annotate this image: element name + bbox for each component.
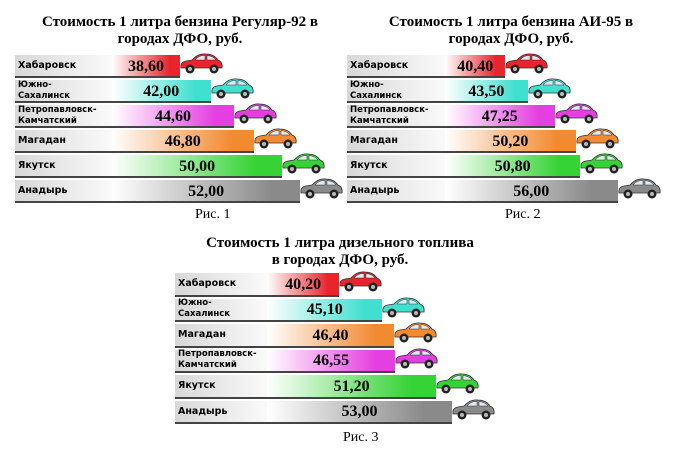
bar [112, 105, 234, 128]
category-label: Петропавловск- Камчатский [175, 349, 267, 373]
car-icon [526, 76, 572, 105]
car-icon [209, 76, 255, 105]
chart-title: Стоимость 1 литра бензина Регуляр-92 в г… [41, 14, 319, 47]
value-label: 56,00 [513, 182, 550, 200]
chart-title: Стоимость 1 литра дизельного топлива в г… [206, 235, 474, 268]
value-label: 50,00 [179, 157, 216, 175]
caption: Рис. 2 [505, 207, 541, 222]
car-icon [392, 320, 438, 349]
bar [445, 55, 506, 78]
car-icon [232, 101, 278, 130]
value-label: 52,00 [188, 182, 225, 200]
category-label: Хабаровск [15, 55, 112, 78]
chart-title: Стоимость 1 литра бензина АИ-95 в города… [388, 14, 634, 47]
car-icon [280, 151, 326, 180]
car-icon [298, 176, 344, 205]
caption: Рис. 1 [195, 207, 231, 222]
category-label: Анадырь [175, 400, 267, 424]
category-label: Анадырь [15, 180, 112, 203]
category-label: Хабаровск [175, 273, 267, 297]
car-icon [380, 295, 426, 324]
bar [112, 155, 283, 178]
value-label: 43,50 [468, 82, 505, 100]
car-icon [553, 101, 599, 130]
bar [112, 180, 301, 203]
category-label: Южно- Сахалинск [175, 298, 267, 322]
bar [445, 155, 581, 178]
car-icon [393, 346, 439, 375]
bar [445, 105, 555, 128]
category-label: Хабаровск [347, 55, 445, 78]
car-icon [252, 126, 298, 155]
car-icon [178, 51, 224, 80]
category-label: Якутск [175, 375, 267, 399]
car-icon [574, 126, 620, 155]
value-label: 40,40 [457, 57, 494, 75]
bar [445, 80, 528, 103]
category-label: Магадан [347, 130, 445, 153]
car-icon [503, 51, 549, 80]
caption: Рис. 3 [343, 430, 379, 445]
bar [112, 80, 211, 103]
bar [267, 375, 437, 399]
bar [112, 130, 254, 153]
category-label: Южно- Сахалинск [347, 80, 445, 103]
bar [445, 130, 576, 153]
category-label: Петропавловск- Камчатский [15, 105, 112, 128]
value-label: 40,20 [285, 275, 322, 293]
value-label: 42,00 [143, 82, 180, 100]
value-label: 47,25 [481, 107, 518, 125]
value-label: 50,20 [492, 132, 529, 150]
category-label: Петропавловск- Камчатский [347, 105, 445, 128]
value-label: 46,80 [164, 132, 201, 150]
car-icon [616, 176, 662, 205]
car-icon [578, 151, 624, 180]
category-label: Магадан [175, 324, 267, 348]
bar [267, 349, 396, 373]
value-label: 46,55 [313, 352, 350, 370]
category-label: Магадан [15, 130, 112, 153]
bar [267, 298, 383, 322]
value-label: 44,60 [154, 107, 191, 125]
value-label: 45,10 [306, 301, 343, 319]
bar [112, 55, 181, 78]
value-label: 53,00 [341, 403, 378, 421]
bar [267, 400, 453, 424]
value-label: 50,80 [494, 157, 531, 175]
category-label: Якутск [15, 155, 112, 178]
value-label: 38,60 [128, 57, 165, 75]
category-label: Южно- Сахалинск [15, 80, 112, 103]
bar [267, 324, 394, 348]
value-label: 51,20 [333, 377, 370, 395]
bar [445, 180, 618, 203]
car-icon [434, 371, 480, 400]
bar [267, 273, 340, 297]
category-label: Якутск [347, 155, 445, 178]
car-icon [450, 397, 496, 426]
category-label: Анадырь [347, 180, 445, 203]
car-icon [337, 269, 383, 298]
value-label: 46,40 [312, 326, 349, 344]
